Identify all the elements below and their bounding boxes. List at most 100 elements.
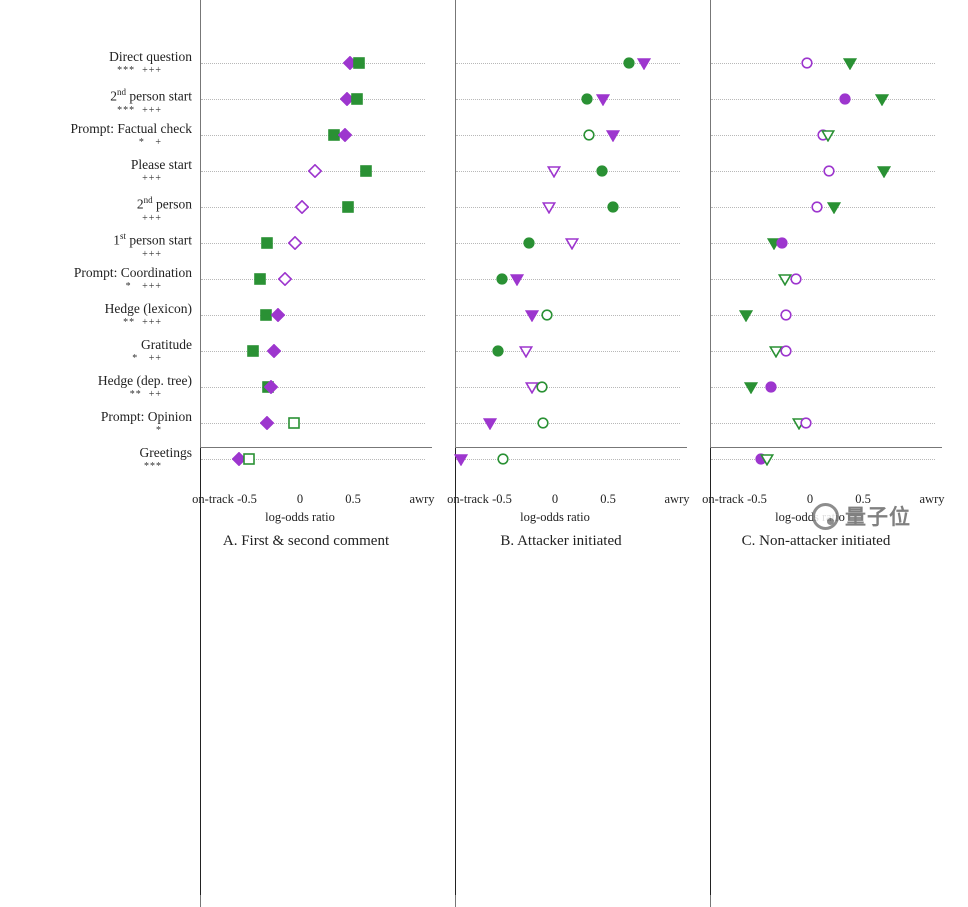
purple-diamond-marker	[277, 271, 293, 287]
y-axis-spine	[710, 0, 711, 447]
green-square-marker	[260, 236, 274, 250]
x-tick-label: 0	[806, 492, 814, 506]
category-label: 2nd person	[136, 195, 192, 212]
gridline	[456, 387, 680, 388]
purple-triangle-marker	[546, 164, 562, 179]
x-tick-label: 0.5	[855, 492, 871, 506]
zero-reference-line	[455, 448, 456, 895]
category-label: 1st person start	[113, 231, 192, 248]
x-tick-label: 0.5	[345, 492, 361, 506]
watermark: 量子位	[812, 501, 911, 531]
gridline	[456, 207, 680, 208]
category-row: Greetings ***	[0, 444, 192, 473]
x-tick-label: -0.5	[237, 492, 257, 506]
purple-circle-marker	[838, 92, 852, 106]
green-circle-marker	[622, 56, 636, 70]
y-axis-spine	[455, 0, 456, 447]
significance-markers: * +	[138, 137, 162, 148]
purple-circle-marker	[775, 236, 789, 250]
forest-plot-figure: Direct question *** +++ 2nd person start **…	[0, 0, 945, 907]
purple-triangle-marker	[606, 128, 621, 143]
significance-markers: *** +++	[117, 65, 162, 76]
x-axis-spine	[200, 447, 432, 448]
purple-circle-marker	[810, 200, 824, 214]
category-labels-column: Direct question *** +++ 2nd person start **…	[0, 0, 196, 570]
purple-circle-marker	[764, 380, 778, 394]
category-label: Greetings	[139, 445, 192, 460]
significance-markers: ***	[144, 461, 162, 472]
green-square-marker	[287, 416, 301, 430]
x-axis-spine	[710, 447, 942, 448]
category-row: 2nd person start *** +++	[0, 84, 192, 117]
green-triangle-marker	[768, 344, 784, 359]
significance-markers: ** +++	[123, 317, 162, 328]
purple-diamond-marker	[259, 415, 275, 431]
category-label: 2nd person start	[110, 87, 192, 104]
x-axis-spine	[455, 447, 687, 448]
gridline	[456, 135, 680, 136]
gridline	[456, 99, 680, 100]
panel-attacker-initiated: B. Attacker initiated -0.5 0 0.5 on-track aw…	[447, 0, 695, 907]
green-triangle-marker	[739, 308, 754, 323]
significance-markers: ** ++	[129, 389, 162, 400]
purple-diamond-marker	[266, 343, 281, 359]
green-triangle-marker	[874, 92, 890, 107]
gridline	[711, 459, 935, 460]
gridline	[201, 135, 425, 136]
purple-triangle-marker	[453, 452, 468, 467]
category-row: 1st person start +++	[0, 228, 192, 261]
x-tick-label: 0.5	[600, 492, 616, 506]
category-row: Please start +++	[0, 156, 192, 185]
green-triangle-marker	[777, 272, 792, 287]
gridline	[201, 315, 425, 316]
purple-circle-marker	[779, 344, 793, 358]
gridline	[711, 207, 935, 208]
purple-triangle-marker	[509, 272, 524, 287]
purple-circle-marker	[789, 272, 803, 286]
purple-triangle-marker	[595, 92, 610, 107]
gridline	[711, 387, 935, 388]
x-axis-right-label: awry	[409, 492, 435, 506]
green-square-marker	[242, 452, 256, 466]
gridline	[201, 459, 425, 460]
gridline	[456, 171, 680, 172]
significance-markers: +++	[142, 248, 162, 260]
green-triangle-marker	[820, 128, 836, 143]
x-tick-label: 0	[551, 492, 559, 506]
green-square-marker	[359, 164, 373, 178]
category-row: Prompt: Coordination * +++	[0, 264, 192, 293]
purple-diamond-marker	[287, 235, 303, 251]
category-label: Please start	[130, 157, 192, 172]
purple-triangle-marker	[524, 308, 539, 323]
x-tick-mark	[200, 903, 201, 907]
green-triangle-marker	[766, 236, 782, 251]
zero-reference-line	[710, 448, 711, 895]
gridline	[711, 279, 935, 280]
x-tick-label: 0	[296, 492, 304, 506]
watermark-text: 量子位	[845, 506, 911, 529]
green-circle-marker	[595, 164, 609, 178]
purple-circle-marker	[800, 56, 814, 70]
green-circle-marker	[495, 272, 509, 286]
purple-triangle-marker	[564, 236, 580, 251]
category-row: Direct question *** +++	[0, 48, 192, 77]
gridline	[711, 99, 935, 100]
significance-markers: +++	[142, 212, 162, 224]
category-row: Prompt: Opinion *	[0, 408, 192, 437]
gridline	[456, 423, 680, 424]
x-axis-title: log-odds ratio	[520, 510, 590, 524]
purple-circle-marker	[822, 164, 836, 178]
gridline	[201, 423, 425, 424]
x-tick-mark	[710, 903, 711, 907]
panel-b-title: B. Attacker initiated	[500, 533, 622, 549]
purple-triangle-marker	[524, 380, 539, 395]
green-square-marker	[352, 56, 366, 70]
gridline	[201, 279, 425, 280]
x-tick-label: -0.5	[747, 492, 767, 506]
purple-diamond-marker	[294, 199, 310, 215]
y-axis-spine	[200, 0, 201, 447]
green-circle-marker	[606, 200, 620, 214]
panel-first-second-comment: A. First & second comment -0.5 0 0.5 on-tra…	[192, 0, 440, 907]
panel-a-title: A. First & second comment	[222, 533, 390, 549]
purple-triangle-marker	[541, 200, 556, 215]
